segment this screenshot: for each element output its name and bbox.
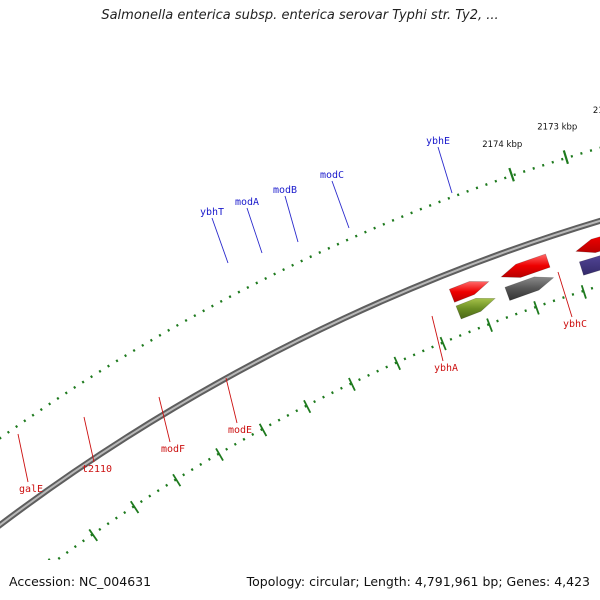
backbone-highlight — [0, 219, 600, 527]
minor-tick-mark — [393, 356, 401, 371]
leader-line-ybhA — [431, 315, 444, 362]
genome-backbone — [0, 217, 600, 529]
minor-tick-mark — [439, 336, 447, 351]
gene-block-t2110 — [504, 276, 555, 301]
map-title: Salmonella enterica subsp. enterica sero… — [101, 8, 499, 23]
scale-tick-label: 2172 kbp — [593, 106, 600, 116]
leader-line-modB — [284, 195, 299, 243]
leader-line-modF — [158, 396, 171, 443]
gene-label-modB: modB — [273, 185, 297, 196]
backbone-outline — [0, 217, 600, 529]
gene-label-modF: modF — [161, 444, 185, 455]
minor-tick-mark — [258, 423, 268, 437]
minor-tick-mark — [533, 300, 540, 315]
gene-label-ybhC: ybhC — [563, 319, 587, 330]
gene-label-t2110: t2110 — [82, 464, 112, 475]
gene-block-modF — [578, 255, 600, 276]
leader-line-ybhC — [557, 271, 573, 318]
gene-label-galE: galE — [19, 484, 43, 495]
minor-tick-mark — [130, 500, 140, 514]
minor-tick-mark — [215, 447, 224, 461]
minor-tick-mark — [303, 399, 312, 414]
minor-tick-mark — [580, 284, 587, 299]
feature-blocks — [448, 236, 600, 320]
leader-line-modC — [331, 180, 350, 229]
scale-tick-mark — [562, 150, 569, 165]
minor-tick-mark — [88, 528, 98, 542]
gene-block-reverse-a — [448, 281, 490, 303]
leader-line-ybhT — [211, 217, 229, 264]
scale-tick-label: 2174 kbp — [482, 140, 522, 150]
minor-tick-mark — [47, 558, 51, 560]
gene-block-reverse-c — [575, 236, 600, 253]
gene-label-ybhE: ybhE — [426, 136, 450, 147]
feature-labels: ybhT modA modB modC ybhE galE t2110 modF modE ybh… — [17, 136, 587, 495]
leader-line-t2110 — [83, 416, 95, 463]
scale-tick-mark — [508, 167, 515, 182]
topology-summary: Topology: circular; Length: 4,791,961 bp… — [246, 574, 590, 589]
leader-line-modA — [246, 207, 263, 254]
minor-tick-mark — [486, 318, 493, 332]
minor-tick-mark — [172, 473, 182, 487]
genome-map: ybhT modA modB modC ybhE galE t2110 modF modE ybh… — [0, 106, 600, 560]
gene-label-ybhT: ybhT — [200, 207, 224, 218]
leader-line-galE — [17, 433, 29, 483]
gene-label-modE: modE — [228, 425, 252, 436]
scale-tick-label: 2173 kbp — [537, 122, 577, 132]
gene-label-modA: modA — [235, 197, 259, 208]
leader-line-ybhE — [437, 146, 453, 194]
gene-label-modC: modC — [320, 170, 344, 181]
inner-tick-track — [54, 284, 600, 560]
gene-label-ybhA: ybhA — [434, 363, 458, 374]
gene-block-reverse-b — [500, 253, 551, 278]
leader-line-modE — [225, 377, 238, 424]
minor-tick-mark — [348, 377, 356, 392]
accession-text: Accession: NC_004631 — [9, 574, 152, 589]
gene-block-galE — [455, 297, 496, 320]
